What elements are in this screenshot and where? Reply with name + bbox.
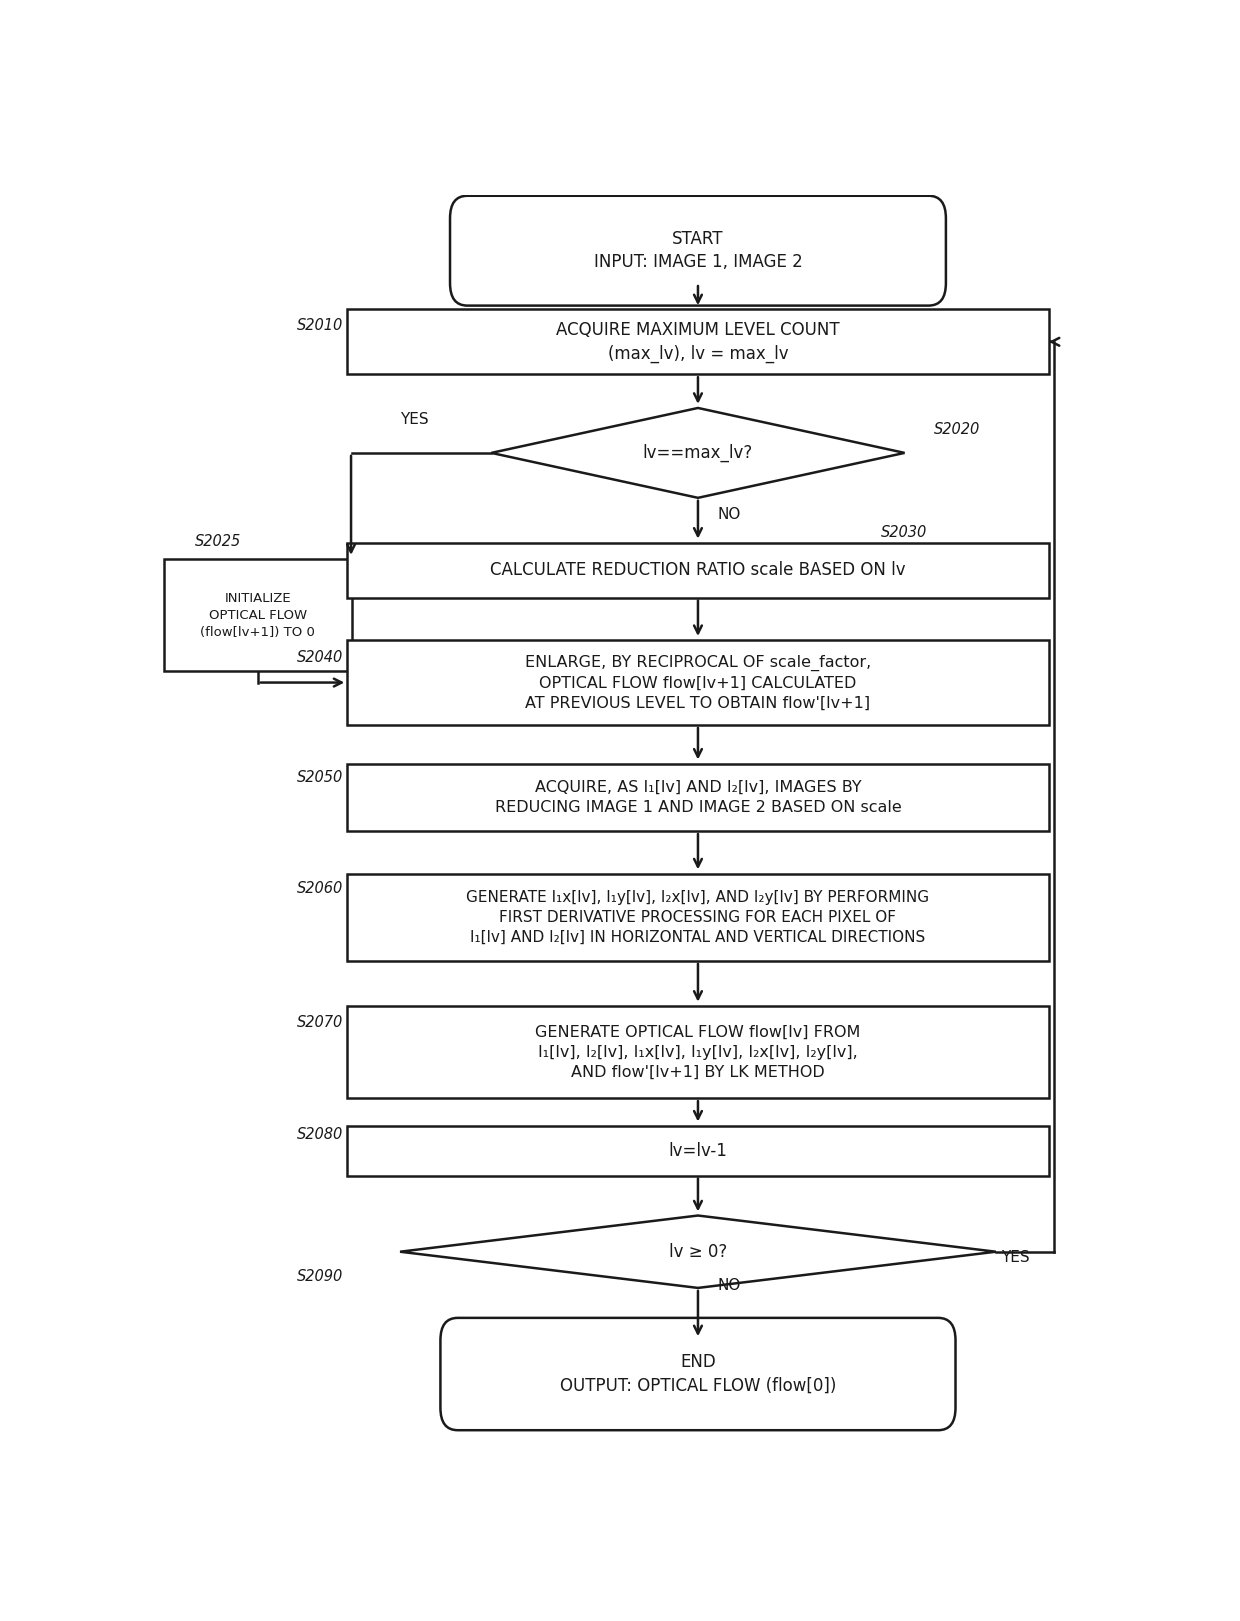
Bar xyxy=(347,763,1049,832)
FancyBboxPatch shape xyxy=(450,196,946,306)
Text: S2070: S2070 xyxy=(298,1015,343,1029)
Text: YES: YES xyxy=(401,412,429,426)
Text: INITIALIZE
OPTICAL FLOW
(flow[lv+1]) TO 0: INITIALIZE OPTICAL FLOW (flow[lv+1]) TO … xyxy=(201,592,315,639)
Text: ENLARGE, BY RECIPROCAL OF scale_factor,
OPTICAL FLOW flow[lv+1] CALCULATED
AT PR: ENLARGE, BY RECIPROCAL OF scale_factor, … xyxy=(525,655,870,710)
Bar xyxy=(347,1005,1049,1097)
Text: END
OUTPUT: OPTICAL FLOW (flow[0]): END OUTPUT: OPTICAL FLOW (flow[0]) xyxy=(559,1354,836,1394)
Text: S2020: S2020 xyxy=(934,421,980,436)
Text: GENERATE I₁x[lv], I₁y[lv], I₂x[lv], AND I₂y[lv] BY PERFORMING
FIRST DERIVATIVE P: GENERATE I₁x[lv], I₁y[lv], I₂x[lv], AND … xyxy=(466,890,930,945)
Text: S2025: S2025 xyxy=(196,533,242,550)
Bar xyxy=(347,640,1049,725)
Bar xyxy=(164,559,351,671)
Text: NO: NO xyxy=(717,506,740,522)
FancyBboxPatch shape xyxy=(440,1318,956,1430)
Bar xyxy=(347,874,1049,961)
Text: GENERATE OPTICAL FLOW flow[lv] FROM
I₁[lv], I₂[lv], I₁x[lv], I₁y[lv], I₂x[lv], I: GENERATE OPTICAL FLOW flow[lv] FROM I₁[l… xyxy=(536,1024,861,1080)
Text: S2060: S2060 xyxy=(298,880,343,896)
Text: ACQUIRE, AS I₁[lv] AND I₂[lv], IMAGES BY
REDUCING IMAGE 1 AND IMAGE 2 BASED ON s: ACQUIRE, AS I₁[lv] AND I₂[lv], IMAGES BY… xyxy=(495,780,901,815)
Text: S2090: S2090 xyxy=(298,1269,343,1284)
Text: S2040: S2040 xyxy=(298,650,343,665)
Text: lv ≥ 0?: lv ≥ 0? xyxy=(668,1243,727,1261)
Text: YES: YES xyxy=(1001,1250,1029,1266)
Text: START
INPUT: IMAGE 1, IMAGE 2: START INPUT: IMAGE 1, IMAGE 2 xyxy=(594,230,802,271)
Bar xyxy=(347,1125,1049,1175)
Bar xyxy=(347,543,1049,598)
Polygon shape xyxy=(401,1216,996,1289)
Text: S2010: S2010 xyxy=(298,318,343,332)
Text: ACQUIRE MAXIMUM LEVEL COUNT
(max_lv), lv = max_lv: ACQUIRE MAXIMUM LEVEL COUNT (max_lv), lv… xyxy=(557,321,839,363)
Polygon shape xyxy=(491,408,904,498)
Text: lv==max_lv?: lv==max_lv? xyxy=(642,444,753,462)
Text: NO: NO xyxy=(717,1277,740,1294)
Text: CALCULATE REDUCTION RATIO scale BASED ON lv: CALCULATE REDUCTION RATIO scale BASED ON… xyxy=(490,561,905,579)
Text: S2080: S2080 xyxy=(298,1127,343,1141)
Text: S2030: S2030 xyxy=(880,525,926,540)
Text: S2050: S2050 xyxy=(298,770,343,785)
Bar xyxy=(347,310,1049,374)
Text: lv=lv-1: lv=lv-1 xyxy=(668,1141,728,1159)
